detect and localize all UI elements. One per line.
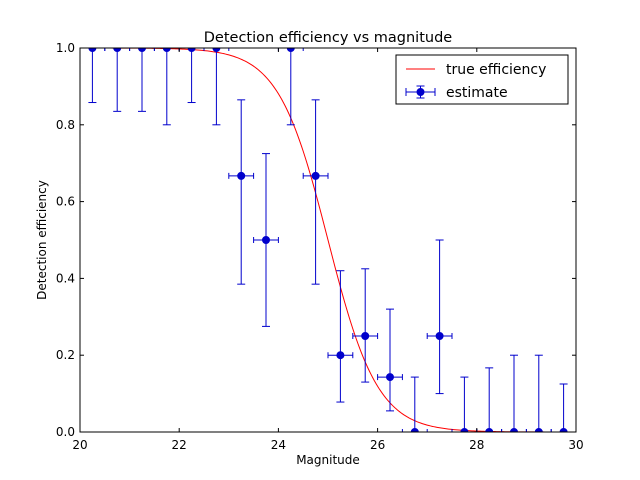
y-tick-label-0.8: 0.8 [56,118,75,132]
estimate-marker [510,428,518,432]
x-tick-label-24: 24 [271,438,286,452]
estimate-point-14 [426,239,453,395]
axes-frame [79,47,577,433]
estimate-marker [311,171,320,180]
x-axis-title: Magnitude [296,453,360,467]
legend-box [395,54,569,105]
plot-area: 20 22 24 26 28 30 0.0 0.2 0.4 0.6 0.8 1.0 [56,41,584,452]
estimate-marker [212,48,221,52]
x-tick-label-28: 28 [469,438,484,452]
x-tick-label-20: 20 [72,438,87,452]
x-tick-label-22: 22 [172,438,187,452]
x-tick-label-26: 26 [370,438,385,452]
legend-label-estimate: estimate [446,85,508,101]
estimate-point-2 [129,48,155,112]
y-tick-label-0.6: 0.6 [56,195,75,209]
estimate-point-13 [401,376,428,432]
estimate-marker [485,428,494,432]
y-axis-title: Detection efficiency [35,180,49,300]
estimate-point-5 [203,48,230,126]
estimate-marker [187,48,196,52]
estimate-point-19 [550,383,576,432]
y-tick-label-0.2: 0.2 [56,348,75,362]
y-tick-label-0.0: 0.0 [56,425,75,439]
estimate-point-8 [277,48,304,126]
estimate-marker [88,48,97,52]
estimate-marker [386,373,394,382]
estimate-marker [460,428,469,432]
estimate-point-12 [377,308,403,412]
estimate-marker [286,48,295,52]
estimate-point-4 [178,48,205,104]
estimate-marker [113,48,122,52]
y-tick-label-0.4: 0.4 [56,271,75,285]
estimate-marker [162,48,171,52]
legend-label-true-efficiency: true efficiency [446,62,546,78]
estimate-marker [559,428,568,432]
legend: true efficiency estimate [395,54,569,105]
estimate-point-16 [476,367,503,432]
estimate-marker [435,332,444,340]
estimate-marker [237,171,246,180]
legend-marker-swatch [405,85,436,99]
estimate-marker [534,428,543,432]
estimate-marker [336,351,345,360]
estimate-point-0 [80,48,106,104]
estimate-point-10 [327,270,354,403]
estimate-marker [138,48,146,52]
estimate-marker [361,332,370,340]
estimate-point-9 [302,99,329,285]
y-tick-label-1.0: 1.0 [56,41,75,55]
estimate-point-11 [352,268,379,383]
estimate-marker [410,428,419,432]
estimate-point-6 [228,99,255,285]
estimate-marker [262,236,270,244]
chart-title: Detection efficiency vs magnitude [204,30,453,46]
x-tick-label-30: 30 [568,438,583,452]
estimate-point-7 [253,153,279,327]
